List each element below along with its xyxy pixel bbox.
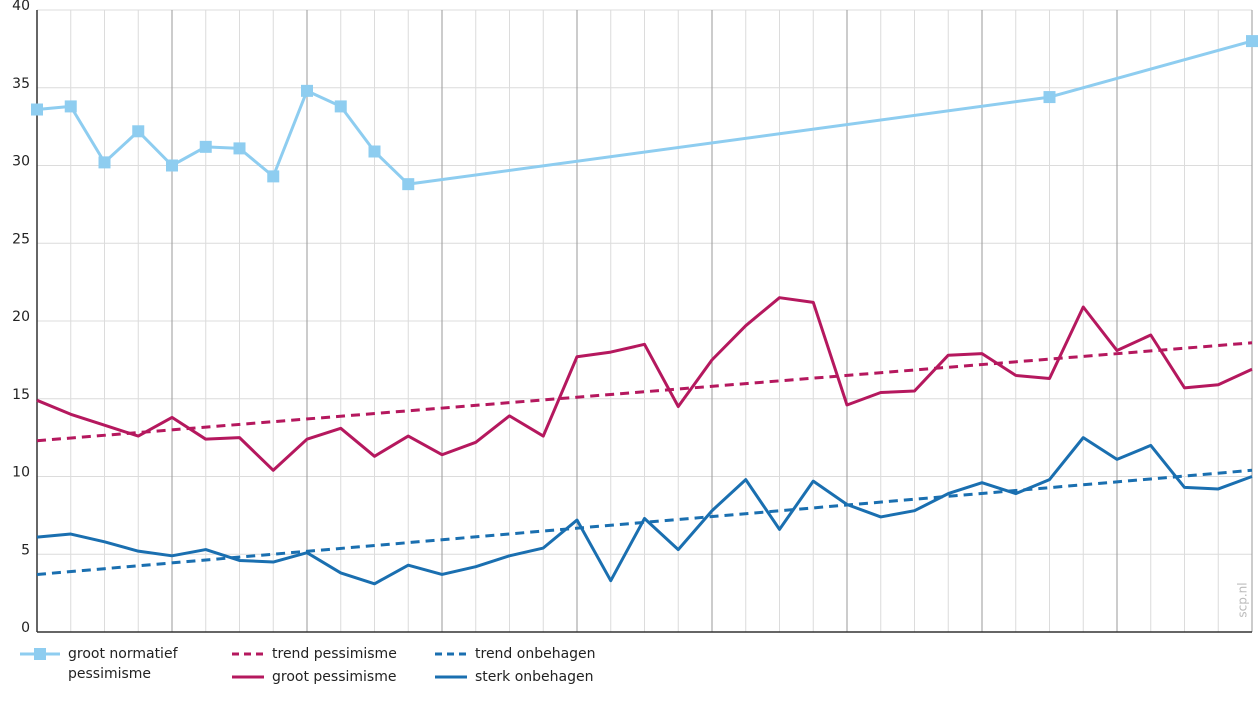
y-tick-label: 0 xyxy=(21,620,30,636)
marker xyxy=(132,125,145,138)
legend-swatch xyxy=(435,675,467,679)
legend-swatch xyxy=(435,652,467,656)
marker xyxy=(1246,35,1258,48)
y-tick-label: 15 xyxy=(12,387,30,403)
y-tick-label: 5 xyxy=(21,542,30,558)
y-tick-label: 30 xyxy=(12,154,30,170)
y-tick-label: 25 xyxy=(12,231,30,247)
marker xyxy=(334,100,347,113)
series-line xyxy=(36,296,1253,472)
marker xyxy=(233,142,246,155)
marker xyxy=(267,170,280,183)
series-line xyxy=(36,436,1253,586)
legend-item: trend onbehagen xyxy=(435,644,596,664)
y-tick-label: 20 xyxy=(12,309,30,325)
chart: 0510152025303540200820092010201120122013… xyxy=(12,0,1258,636)
legend-label: groot pessimisme xyxy=(272,669,397,685)
y-tick-label: 10 xyxy=(12,465,30,481)
legend-swatch xyxy=(232,652,264,656)
legend-label: trend onbehagen xyxy=(475,646,596,662)
legend-label: groot normatief pessimisme xyxy=(68,646,178,682)
marker xyxy=(64,100,77,113)
legend-label: sterk onbehagen xyxy=(475,669,594,685)
legend-label: trend pessimisme xyxy=(272,646,397,662)
legend-swatch xyxy=(20,648,60,660)
marker xyxy=(98,156,111,169)
marker xyxy=(368,145,381,158)
marker xyxy=(31,103,43,116)
marker xyxy=(199,140,212,153)
legend-item: groot pessimisme xyxy=(232,667,396,687)
marker xyxy=(301,84,313,97)
legend-item: trend pessimisme xyxy=(232,644,397,664)
series-line xyxy=(36,468,1253,576)
legend-swatch xyxy=(232,675,264,679)
legend-item: groot normatief pessimisme xyxy=(20,644,188,684)
legend-marker xyxy=(34,648,46,660)
y-tick-label: 35 xyxy=(12,76,30,92)
y-tick-label: 40 xyxy=(12,0,30,14)
marker xyxy=(166,159,178,172)
watermark: scp.nl xyxy=(1236,582,1250,617)
marker xyxy=(1043,91,1056,104)
legend-item: sterk onbehagen xyxy=(435,667,593,687)
marker xyxy=(402,178,415,191)
series-line xyxy=(36,341,1253,443)
